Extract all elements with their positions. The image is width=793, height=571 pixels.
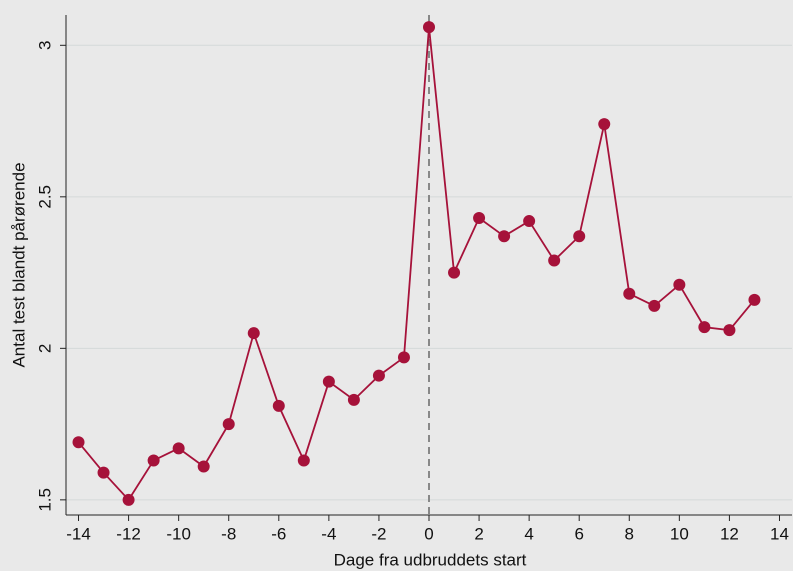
- x-tick-label: -10: [166, 524, 191, 543]
- point: [147, 454, 160, 467]
- point: [423, 21, 435, 34]
- point: [723, 324, 736, 337]
- x-tick-label: 4: [524, 524, 533, 543]
- point: [448, 266, 461, 279]
- series-line: [77, 27, 756, 502]
- point: [97, 466, 110, 479]
- point: [498, 230, 511, 243]
- point: [297, 454, 310, 467]
- point: [122, 493, 135, 506]
- x-tick-label: -6: [271, 524, 286, 543]
- y-tick-label: 3: [35, 41, 54, 50]
- x-tick-label: -8: [221, 524, 236, 543]
- x-axis-title: Dage fra udbruddets start: [334, 550, 527, 569]
- x-tick-label: 0: [424, 524, 433, 543]
- y-tick-label: 2: [35, 344, 54, 353]
- point: [623, 287, 636, 300]
- point: [247, 327, 260, 340]
- point: [698, 321, 711, 334]
- y-tick-label: 1.5: [35, 488, 54, 512]
- x-tick-label: 10: [670, 524, 689, 543]
- point: [523, 215, 536, 228]
- point: [172, 442, 185, 455]
- y-tick-label: 2.5: [35, 185, 54, 209]
- point: [473, 212, 486, 225]
- point: [72, 436, 85, 449]
- point: [222, 418, 235, 431]
- x-tick-label: -4: [321, 524, 336, 543]
- x-tick-label: -12: [116, 524, 141, 543]
- x-tick-label: 8: [625, 524, 634, 543]
- point: [372, 369, 385, 382]
- x-tick-label: 6: [574, 524, 583, 543]
- point: [272, 399, 285, 412]
- point: [648, 299, 661, 312]
- point: [673, 278, 686, 291]
- x-tick-label: 2: [474, 524, 483, 543]
- point: [322, 375, 335, 388]
- point: [748, 293, 761, 306]
- x-tick-label: 12: [720, 524, 739, 543]
- point: [347, 393, 360, 406]
- x-tick-label: -2: [371, 524, 386, 543]
- point: [598, 118, 611, 131]
- point: [197, 460, 210, 473]
- point: [548, 254, 561, 267]
- x-tick-label: 14: [770, 524, 789, 543]
- y-axis-title: Antal test blandt pårørende: [9, 162, 28, 367]
- point: [573, 230, 586, 243]
- point: [397, 351, 410, 364]
- x-tick-label: -14: [66, 524, 91, 543]
